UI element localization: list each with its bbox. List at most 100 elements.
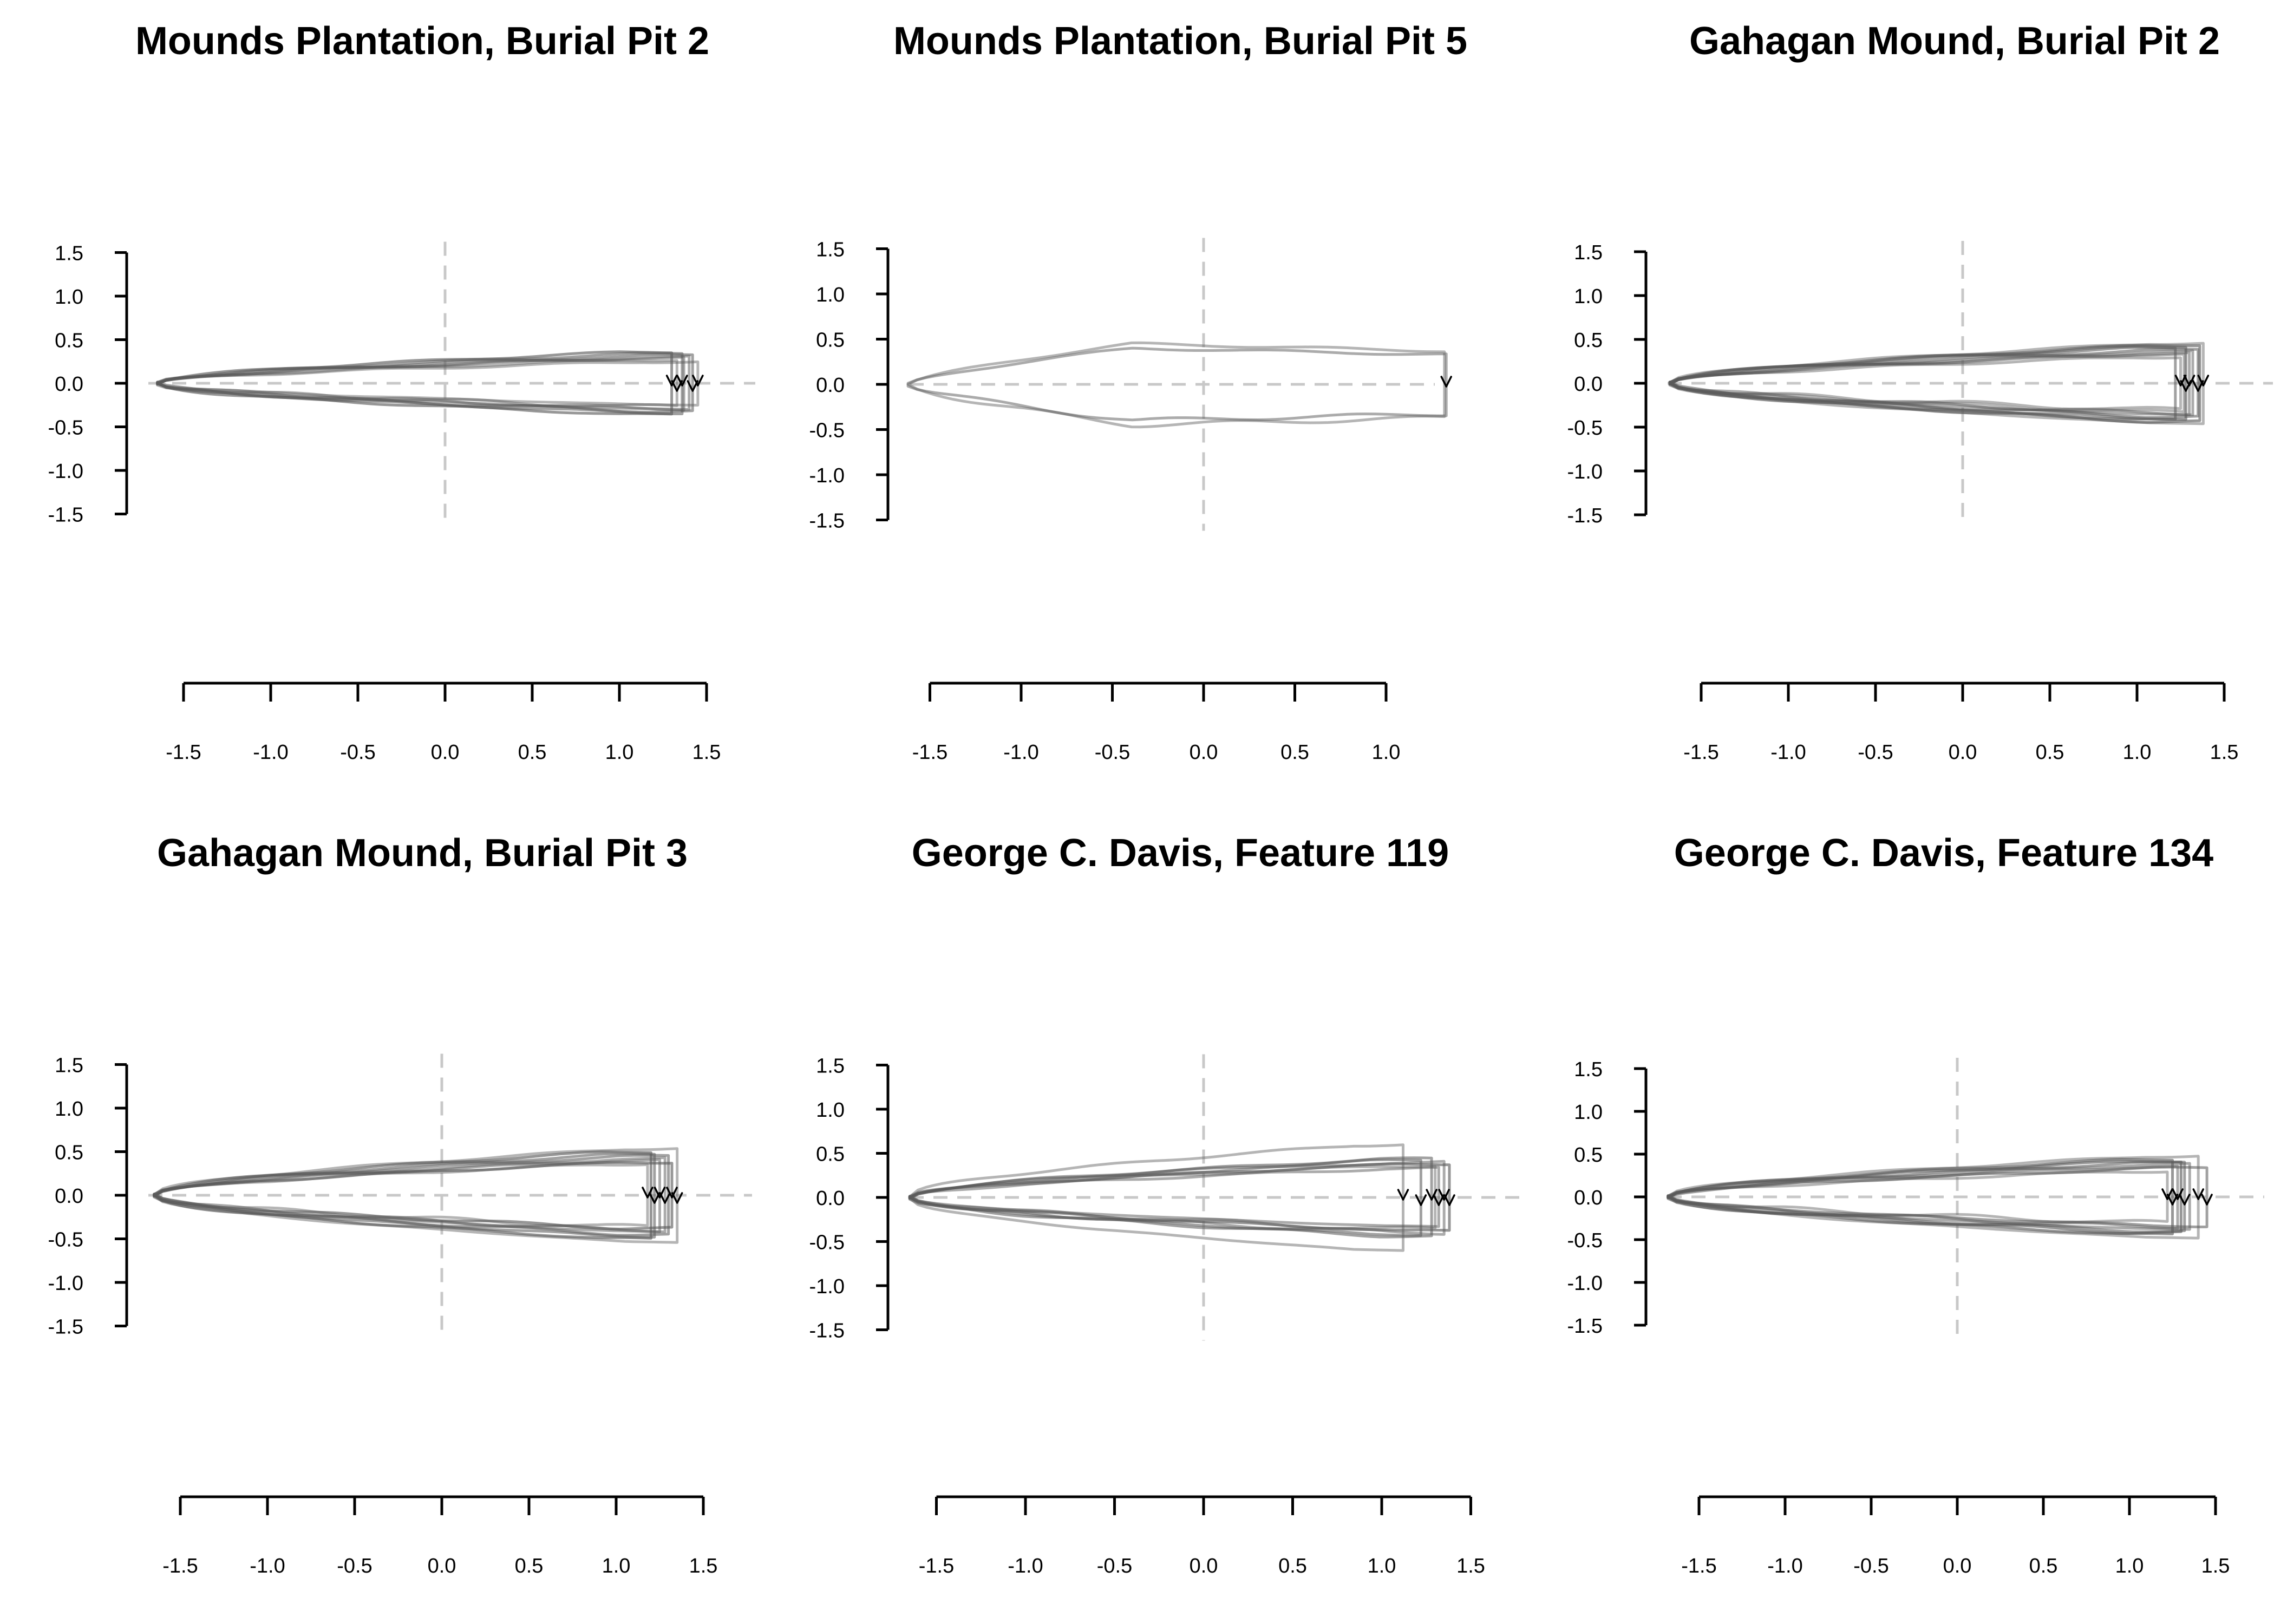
y-tick-label: 1.0 xyxy=(1574,1101,1603,1124)
projectile-outline xyxy=(1667,1155,2200,1240)
x-tick-label: -1.5 xyxy=(162,1555,198,1577)
y-tick-label: -0.5 xyxy=(1567,1229,1603,1252)
y-tick-label: -1.0 xyxy=(809,1275,845,1298)
y-tick-label: -1.5 xyxy=(1567,505,1603,527)
projectile-outline xyxy=(1668,344,2201,424)
tip-marker xyxy=(692,375,704,387)
projectile-outline xyxy=(1668,342,2205,425)
x-tick-label: 1.5 xyxy=(689,1555,718,1577)
tip-marker xyxy=(1433,1194,1445,1206)
y-tick-label: -1.0 xyxy=(1567,461,1603,483)
x-tick-label: 1.5 xyxy=(692,741,721,764)
tip-marker xyxy=(2166,1194,2179,1206)
x-tick-label: 1.5 xyxy=(2201,1555,2230,1577)
y-tick-label: 0.0 xyxy=(55,1185,83,1208)
tip-marker xyxy=(2174,375,2187,387)
chart-panel-5: George C. Davis, Feature 119 -1.5 -1.0 -0.5… xyxy=(809,831,1520,1577)
y-tick-label: 0.0 xyxy=(1574,373,1603,396)
y-tick-label: 0.5 xyxy=(816,1143,845,1166)
x-tick-label: 0.0 xyxy=(1943,1555,1972,1577)
chart-panel-1: Mounds Plantation, Burial Pit 2 -1.5 -1.0 -… xyxy=(48,19,755,764)
x-tick-label: -1.0 xyxy=(1003,741,1038,764)
tip-marker xyxy=(687,380,698,392)
tip-marker xyxy=(1443,1194,1455,1206)
y-tick-label: 1.5 xyxy=(1574,1058,1603,1081)
projectile-outline xyxy=(153,1161,674,1230)
x-tick-label: -1.5 xyxy=(166,741,201,764)
y-tick-label: 0.0 xyxy=(816,374,845,397)
chart-title: George C. Davis, Feature 119 xyxy=(912,831,1449,875)
x-tick-label: 1.0 xyxy=(605,741,634,764)
x-tick-label: -1.0 xyxy=(253,741,288,764)
projectile-outline xyxy=(908,1143,1404,1252)
tip-marker xyxy=(2161,1188,2173,1200)
y-tick-label: -1.0 xyxy=(48,460,83,483)
y-tick-label: 0.5 xyxy=(1574,1144,1603,1167)
tip-marker xyxy=(2192,1188,2204,1200)
x-tick-label: -1.0 xyxy=(1008,1555,1043,1577)
y-tick-label: 0.5 xyxy=(55,1142,83,1164)
tip-marker xyxy=(2183,375,2195,387)
y-tick-label: 1.0 xyxy=(55,1098,83,1121)
chart-panel-4: Gahagan Mound, Burial Pit 3 -1.5 -1.0 -0.5 0… xyxy=(48,831,752,1577)
y-tick-label: -1.5 xyxy=(809,1320,845,1343)
projectile-outline xyxy=(156,360,700,407)
y-tick-label: 0.5 xyxy=(1574,329,1603,352)
tip-marker xyxy=(2179,1194,2191,1206)
x-tick-label: -1.5 xyxy=(1683,741,1718,764)
y-tick-label: 1.5 xyxy=(55,1055,83,1077)
tip-marker xyxy=(649,1192,661,1204)
y-tick-label: 1.5 xyxy=(816,239,845,261)
tip-marker xyxy=(654,1187,666,1199)
x-tick-label: -1.0 xyxy=(1767,1555,1802,1577)
tip-marker xyxy=(671,380,683,392)
x-tick-label: 1.5 xyxy=(1456,1555,1485,1577)
y-tick-label: -0.5 xyxy=(1567,417,1603,440)
tip-marker xyxy=(642,1187,654,1199)
projectile-outline xyxy=(908,1158,1422,1237)
y-tick-label: 0.5 xyxy=(816,329,845,352)
y-tick-label: 1.5 xyxy=(816,1055,845,1078)
x-tick-label: 0.0 xyxy=(1190,1555,1218,1577)
x-tick-label: -1.5 xyxy=(1681,1555,1716,1577)
y-tick-label: -0.5 xyxy=(48,417,83,440)
chart-panel-2: Mounds Plantation, Burial Pit 5 -1.5 -1.0 -… xyxy=(809,19,1468,764)
y-tick-label: 1.0 xyxy=(816,1099,845,1122)
x-tick-label: -1.0 xyxy=(250,1555,285,1577)
x-tick-label: 1.0 xyxy=(602,1555,631,1577)
y-tick-label: 1.5 xyxy=(1574,241,1603,264)
y-tick-label: -1.0 xyxy=(809,464,845,487)
y-tick-label: -0.5 xyxy=(809,420,845,442)
x-tick-label: 0.5 xyxy=(2036,741,2064,764)
tip-marker xyxy=(665,375,678,387)
x-tick-label: 0.5 xyxy=(1280,741,1309,764)
tip-marker xyxy=(659,1192,671,1204)
x-tick-label: -1.5 xyxy=(912,741,948,764)
y-tick-label: 1.0 xyxy=(1574,285,1603,308)
y-tick-label: -1.5 xyxy=(48,1316,83,1339)
x-tick-label: 1.0 xyxy=(1368,1555,1396,1577)
y-tick-label: -1.5 xyxy=(809,510,845,533)
tip-marker xyxy=(2197,375,2210,387)
tip-marker xyxy=(2172,1188,2184,1200)
x-tick-label: 0.5 xyxy=(1278,1555,1307,1577)
chart-panel-3: Gahagan Mound, Burial Pit 2 -1.5 -1.0 -0.5 0… xyxy=(1567,19,2273,764)
chart-panel-6: George C. Davis, Feature 134 -1.5 -1.0 -0.5… xyxy=(1567,831,2264,1577)
tip-marker xyxy=(2192,380,2204,392)
x-tick-label: 1.0 xyxy=(2115,1555,2144,1577)
y-tick-label: -1.0 xyxy=(48,1272,83,1295)
x-tick-label: -0.5 xyxy=(1097,1555,1132,1577)
x-tick-label: 0.0 xyxy=(431,741,460,764)
y-tick-label: -0.5 xyxy=(809,1232,845,1254)
y-tick-label: -1.5 xyxy=(48,504,83,527)
tip-marker xyxy=(666,1187,678,1199)
y-tick-label: -0.5 xyxy=(48,1229,83,1252)
x-tick-label: 0.0 xyxy=(1949,741,1977,764)
projectile-outline xyxy=(156,351,684,415)
y-tick-label: 1.0 xyxy=(816,284,845,306)
x-tick-label: -0.5 xyxy=(1858,741,1893,764)
projectile-outline xyxy=(1668,356,2182,411)
tip-marker xyxy=(1440,376,1452,388)
y-tick-label: 0.5 xyxy=(55,330,83,352)
